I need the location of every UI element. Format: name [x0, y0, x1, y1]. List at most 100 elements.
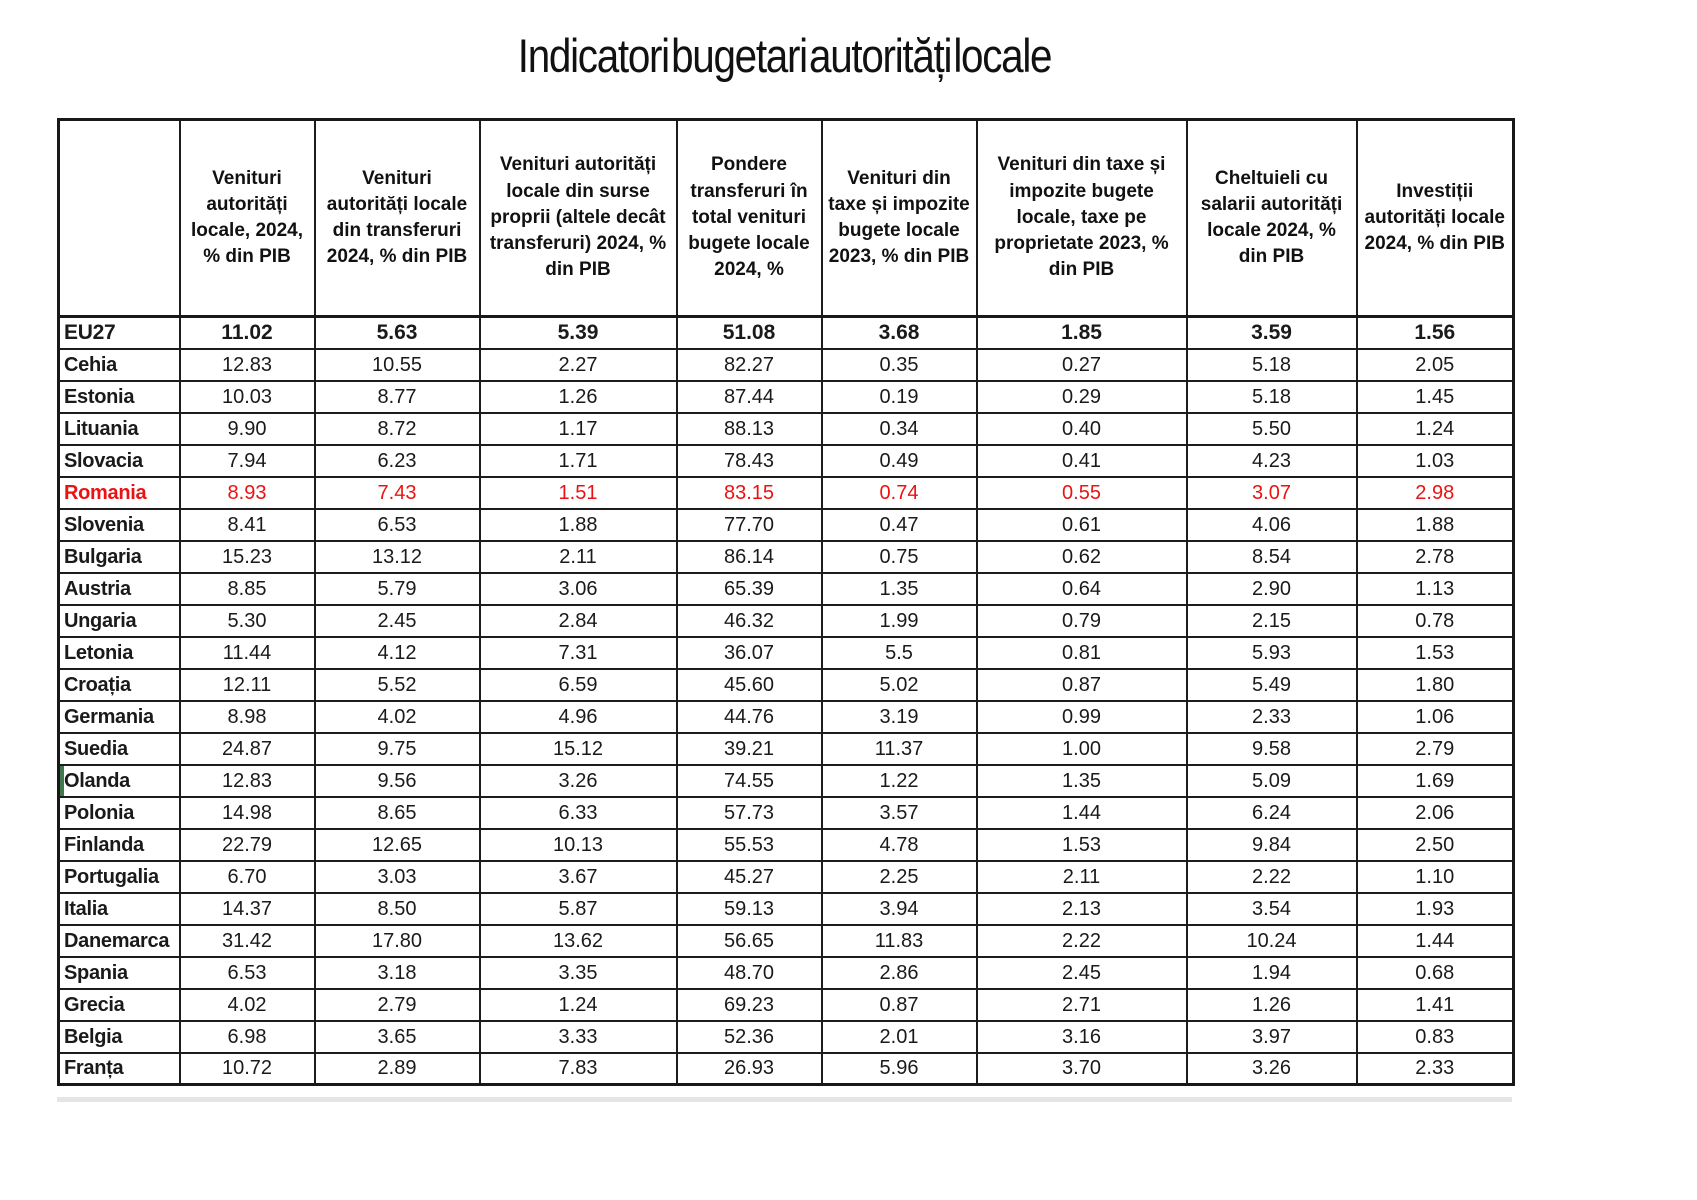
value-cell: 1.06: [1355, 699, 1515, 734]
value-cell: 45.60: [675, 667, 823, 702]
value-cell: 6.59: [478, 667, 678, 702]
value-cell: 2.11: [478, 539, 678, 574]
value-cell: 1.85: [975, 315, 1188, 350]
country-cell: Croația: [57, 667, 181, 702]
value-cell: 0.19: [820, 379, 978, 414]
country-cell: Spania: [57, 955, 181, 990]
table-row-finlanda: Finlanda 22.79 12.65 10.13 55.53 4.78 1.53 9.84…: [57, 827, 1515, 862]
country-cell: Bulgaria: [57, 539, 181, 574]
value-cell: 3.19: [820, 699, 978, 734]
value-cell: 0.83: [1355, 1019, 1515, 1054]
value-cell: 2.90: [1185, 571, 1358, 606]
value-cell: 44.76: [675, 699, 823, 734]
value-cell: 4.96: [478, 699, 678, 734]
country-cell: Olanda: [57, 763, 181, 798]
table-row-spania: Spania 6.53 3.18 3.35 48.70 2.86 2.45 1.94 0.68: [57, 955, 1515, 990]
value-cell: 82.27: [675, 347, 823, 382]
value-cell: 5.5: [820, 635, 978, 670]
value-cell: 10.24: [1185, 923, 1358, 958]
value-cell: 7.31: [478, 635, 678, 670]
value-cell: 59.13: [675, 891, 823, 926]
table-row-letonia: Letonia 11.44 4.12 7.31 36.07 5.5 0.81 5.93 1.53: [57, 635, 1515, 670]
value-cell: 1.94: [1185, 955, 1358, 990]
value-cell: 2.15: [1185, 603, 1358, 638]
value-cell: 0.74: [820, 475, 978, 510]
value-cell: 4.12: [313, 635, 481, 670]
value-cell: 1.80: [1355, 667, 1515, 702]
country-cell: Estonia: [57, 379, 181, 414]
table-row-slovacia: Slovacia 7.94 6.23 1.71 78.43 0.49 0.41 4.23 1.0…: [57, 443, 1515, 478]
value-cell: 1.88: [1355, 507, 1515, 542]
country-cell: Slovacia: [57, 443, 181, 478]
value-cell: 4.78: [820, 827, 978, 862]
value-cell: 56.65: [675, 923, 823, 958]
value-cell: 36.07: [675, 635, 823, 670]
value-cell: 6.70: [178, 859, 316, 894]
value-cell: 3.54: [1185, 891, 1358, 926]
value-cell: 55.53: [675, 827, 823, 862]
value-cell: 45.27: [675, 859, 823, 894]
value-cell: 1.17: [478, 411, 678, 446]
header-row: Venituri autorități locale, 2024, % din …: [57, 118, 1515, 318]
value-cell: 78.43: [675, 443, 823, 478]
value-cell: 7.83: [478, 1051, 678, 1086]
value-cell: 2.27: [478, 347, 678, 382]
value-cell: 24.87: [178, 731, 316, 766]
value-cell: 17.80: [313, 923, 481, 958]
table-row-lituania: Lituania 9.90 8.72 1.17 88.13 0.34 0.40 5.50 1.2…: [57, 411, 1515, 446]
value-cell: 10.03: [178, 379, 316, 414]
value-cell: 3.57: [820, 795, 978, 830]
country-cell: Austria: [57, 571, 181, 606]
table-row-romania: Romania 8.93 7.43 1.51 83.15 0.74 0.55 3.07 2.98: [57, 475, 1515, 510]
value-cell: 1.53: [1355, 635, 1515, 670]
country-cell: Germania: [57, 699, 181, 734]
value-cell: 8.98: [178, 699, 316, 734]
value-cell: 2.86: [820, 955, 978, 990]
value-cell: 39.21: [675, 731, 823, 766]
value-cell: 48.70: [675, 955, 823, 990]
table-row-ungaria: Ungaria 5.30 2.45 2.84 46.32 1.99 0.79 2.15 0.78: [57, 603, 1515, 638]
table-body: EU27 11.02 5.63 5.39 51.08 3.68 1.85 3.59 1.56 Ce…: [57, 315, 1515, 1086]
value-cell: 83.15: [675, 475, 823, 510]
value-cell: 0.49: [820, 443, 978, 478]
value-cell: 0.75: [820, 539, 978, 574]
value-cell: 6.53: [313, 507, 481, 542]
value-cell: 2.05: [1355, 347, 1515, 382]
value-cell: 2.79: [1355, 731, 1515, 766]
value-cell: 0.40: [975, 411, 1188, 446]
value-cell: 7.43: [313, 475, 481, 510]
table-row-eu27: EU27 11.02 5.63 5.39 51.08 3.68 1.85 3.59 1.56: [57, 315, 1515, 350]
value-cell: 12.65: [313, 827, 481, 862]
value-cell: 1.00: [975, 731, 1188, 766]
value-cell: 2.78: [1355, 539, 1515, 574]
value-cell: 1.35: [975, 763, 1188, 798]
value-cell: 6.53: [178, 955, 316, 990]
value-cell: 2.06: [1355, 795, 1515, 830]
value-cell: 14.37: [178, 891, 316, 926]
value-cell: 1.53: [975, 827, 1188, 862]
value-cell: 5.52: [313, 667, 481, 702]
column-header-4: Venituri din taxe și impozite bugete loc…: [820, 118, 978, 318]
value-cell: 8.77: [313, 379, 481, 414]
value-cell: 0.87: [975, 667, 1188, 702]
value-cell: 11.02: [178, 315, 316, 350]
value-cell: 1.44: [975, 795, 1188, 830]
value-cell: 1.26: [478, 379, 678, 414]
table-row-austria: Austria 8.85 5.79 3.06 65.39 1.35 0.64 2.90 1.13: [57, 571, 1515, 606]
country-cell: Letonia: [57, 635, 181, 670]
country-cell: Italia: [57, 891, 181, 926]
column-header-6: Cheltuieli cu salarii autorități locale …: [1185, 118, 1358, 318]
value-cell: 13.12: [313, 539, 481, 574]
value-cell: 5.63: [313, 315, 481, 350]
value-cell: 31.42: [178, 923, 316, 958]
table-row-germania: Germania 8.98 4.02 4.96 44.76 3.19 0.99 2.33 1.0…: [57, 699, 1515, 734]
value-cell: 1.26: [1185, 987, 1358, 1022]
value-cell: 8.85: [178, 571, 316, 606]
value-cell: 0.62: [975, 539, 1188, 574]
value-cell: 5.49: [1185, 667, 1358, 702]
value-cell: 1.93: [1355, 891, 1515, 926]
country-cell: EU27: [57, 315, 181, 350]
value-cell: 8.54: [1185, 539, 1358, 574]
column-header-1: Venituri autorități locale din transferu…: [313, 118, 481, 318]
country-cell: Belgia: [57, 1019, 181, 1054]
